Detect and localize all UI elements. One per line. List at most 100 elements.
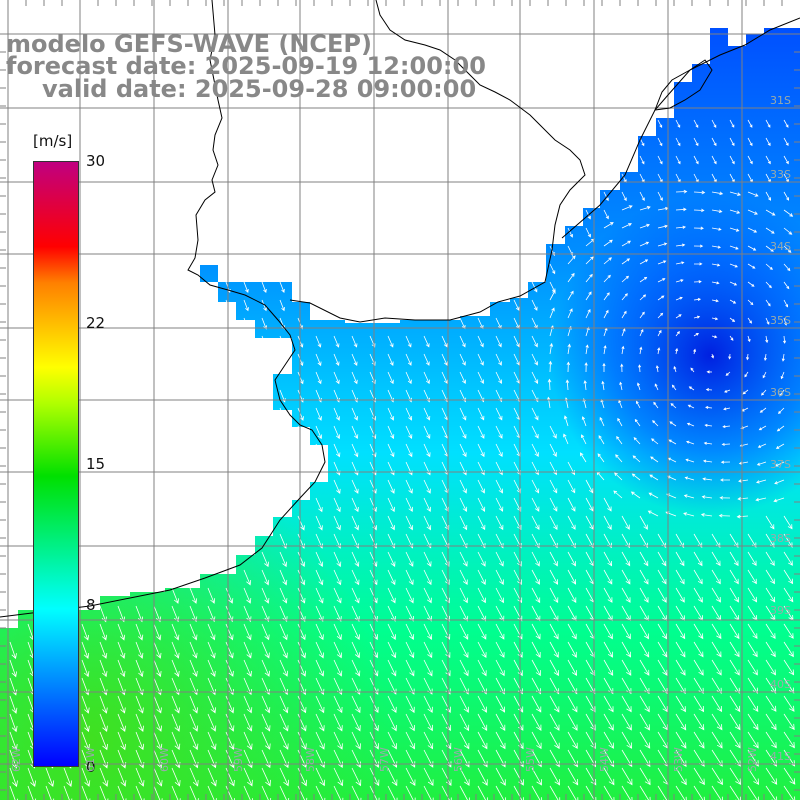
wind-arrow <box>135 623 144 641</box>
wind-arrow <box>369 425 377 440</box>
wind-arrow <box>585 479 594 494</box>
wind-arrow <box>761 389 767 396</box>
wind-arrow <box>351 569 360 586</box>
wind-arrow <box>99 659 108 678</box>
wind-arrow <box>315 335 322 348</box>
colorbar-tick-15: 15 <box>86 455 106 473</box>
wind-arrow <box>333 695 343 714</box>
wind-arrow <box>765 641 776 658</box>
wind-arrow <box>387 659 397 677</box>
wind-arrow <box>243 605 252 623</box>
wind-arrow <box>657 312 664 319</box>
wind-arrow <box>675 551 685 567</box>
wind-arrow <box>765 209 776 216</box>
wind-arrow <box>783 659 795 676</box>
wind-arrow <box>117 641 126 659</box>
wind-arrow <box>279 281 285 293</box>
wind-arrow <box>333 713 343 732</box>
wind-arrow <box>459 479 467 494</box>
wind-arrow <box>783 767 796 785</box>
wind-arrow <box>763 353 767 362</box>
wind-arrow <box>549 497 558 512</box>
wind-arrow <box>387 695 397 714</box>
wind-arrow <box>351 659 361 677</box>
wind-arrow <box>675 569 685 585</box>
wind-arrow <box>585 291 592 301</box>
wind-arrow <box>405 641 415 659</box>
wind-arrow <box>675 347 679 355</box>
wind-arrow <box>729 335 734 341</box>
wind-arrow <box>45 767 55 787</box>
lon-label: 59W <box>232 747 245 772</box>
wind-arrow <box>774 479 785 485</box>
wind-arrow <box>783 245 792 253</box>
wind-arrow <box>567 587 577 604</box>
wind-arrow <box>495 497 504 512</box>
wind-arrow <box>567 290 574 301</box>
wind-arrow <box>711 623 722 640</box>
wind-arrow <box>621 240 632 247</box>
wind-arrow <box>603 767 615 786</box>
wind-arrow <box>531 713 542 731</box>
wind-arrow <box>776 425 785 432</box>
wind-arrow <box>711 713 723 731</box>
wind-arrow <box>693 155 699 165</box>
wind-arrow <box>405 371 412 385</box>
wind-arrow <box>718 513 731 518</box>
wind-arrow <box>693 641 704 658</box>
wind-arrow <box>531 443 539 458</box>
wind-arrow <box>783 713 795 731</box>
wind-arrow <box>639 659 650 676</box>
wind-arrow <box>117 695 126 714</box>
wind-arrow <box>619 381 623 391</box>
wind-arrow <box>747 209 758 215</box>
wind-arrow <box>153 767 163 787</box>
wind-arrow <box>423 515 432 531</box>
wind-arrow <box>729 713 741 731</box>
wind-arrow <box>297 515 305 531</box>
wind-arrow <box>477 551 486 567</box>
wind-arrow <box>747 695 759 713</box>
wind-arrow <box>649 474 659 481</box>
wind-arrow <box>657 641 668 658</box>
wind-arrow <box>729 263 738 268</box>
wind-arrow <box>686 422 695 427</box>
wind-arrow <box>405 731 416 750</box>
wind-arrow <box>459 623 469 640</box>
wind-arrow <box>693 315 701 319</box>
wind-arrow <box>783 317 788 326</box>
wind-arrow <box>693 262 703 266</box>
wind-arrow <box>724 389 731 393</box>
wind-arrow <box>783 695 795 712</box>
wind-arrow <box>351 605 360 622</box>
wind-arrow <box>351 407 358 421</box>
wind-arrow <box>783 533 793 548</box>
wind-arrow <box>477 353 484 366</box>
wind-arrow <box>387 515 395 531</box>
wind-arrow <box>405 353 412 366</box>
wind-arrow <box>297 587 306 604</box>
wind-arrow <box>683 494 695 499</box>
wind-arrow <box>459 407 467 421</box>
wind-arrow <box>243 713 253 732</box>
wind-arrow <box>351 695 361 714</box>
wind-arrow <box>675 279 684 283</box>
wind-arrow <box>423 479 431 494</box>
wind-arrow <box>477 713 488 732</box>
wind-arrow <box>423 767 434 787</box>
wind-arrow <box>423 443 431 458</box>
wind-arrow <box>333 551 342 568</box>
wind-arrow <box>729 155 735 165</box>
wind-arrow <box>603 191 609 202</box>
wind-arrow <box>621 731 633 749</box>
wind-arrow <box>765 227 775 234</box>
wind-arrow <box>675 641 686 658</box>
wind-arrow <box>565 379 570 391</box>
wind-arrow <box>243 767 253 787</box>
wind-arrow <box>675 330 680 337</box>
wind-arrow <box>783 299 788 308</box>
wind-arrow <box>783 515 793 530</box>
wind-arrow <box>261 551 269 568</box>
wind-arrow <box>189 623 198 641</box>
